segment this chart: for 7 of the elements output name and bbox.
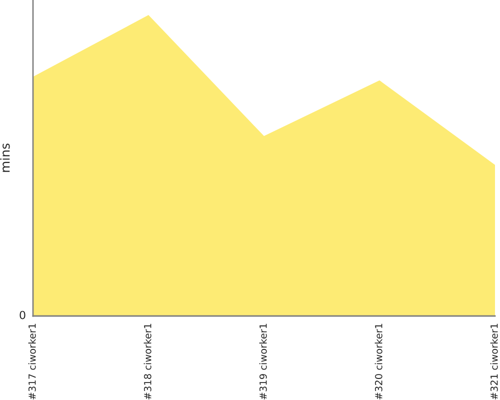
x-tick-label: #317 ciworker1 — [28, 324, 36, 400]
x-tick-label: #321 ciworker1 — [490, 324, 498, 400]
x-tick-label: #320 ciworker1 — [374, 324, 382, 400]
text: 0 — [20, 310, 26, 320]
x-tick-label: #319 ciworker1 — [259, 324, 267, 400]
y-axis-title: mins — [0, 144, 10, 172]
x-tick-label: #318 ciworker1 — [144, 324, 152, 400]
